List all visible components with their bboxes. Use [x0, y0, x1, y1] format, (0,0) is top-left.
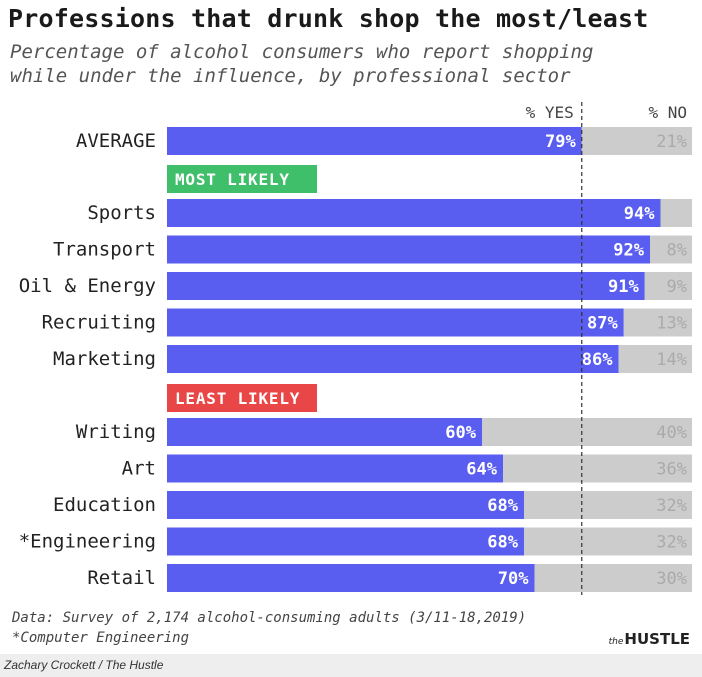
engineering-footnote: *Computer Engineering [12, 630, 190, 646]
most-likely-badge [167, 165, 317, 193]
no-bar-recruiting [623, 308, 692, 337]
yes-value-oil-energy: 91% [608, 277, 639, 297]
author-credit: Zachary Crockett / The Hustle [4, 658, 164, 672]
yes-bar-retail [167, 564, 535, 592]
row-label-recruiting: Recruiting [42, 312, 156, 334]
no-value-average: 21% [656, 132, 687, 152]
no-value-marketing: 14% [656, 350, 687, 370]
yes-column-header: % YES [526, 103, 574, 122]
least-likely-badge [167, 384, 317, 412]
no-value-recruiting: 13% [656, 314, 687, 334]
no-value-engineering: 32% [656, 533, 687, 553]
row-label-engineering: *Engineering [19, 531, 156, 553]
hustle-logo-main: HUSTLE [624, 630, 690, 648]
yes-value-average: 79% [545, 132, 576, 152]
credit-band: Zachary Crockett / The Hustle [0, 654, 702, 677]
yes-value-engineering: 68% [487, 533, 518, 553]
yes-value-recruiting: 87% [587, 314, 618, 334]
no-bar-oil-energy [644, 272, 692, 300]
no-bar-retail [534, 564, 692, 592]
row-label-art: Art [122, 458, 156, 480]
yes-value-education: 68% [487, 496, 518, 516]
row-label-sports: Sports [87, 202, 156, 224]
no-bar-engineering [524, 527, 692, 556]
most-likely-badge-label: MOST LIKELY [175, 170, 290, 189]
chart-title: Professions that drunk shop the most/lea… [8, 4, 649, 33]
no-value-transport: 8% [667, 241, 687, 261]
no-value-retail: 30% [656, 569, 687, 589]
yes-bar-oil-energy [167, 272, 645, 300]
yes-bar-engineering [167, 527, 524, 556]
row-label-oil-energy: Oil & Energy [19, 275, 156, 297]
no-bar-art [503, 454, 692, 483]
no-bar-marketing [618, 345, 692, 373]
yes-bar-recruiting [167, 308, 624, 337]
least-likely-badge-label: LEAST LIKELY [175, 389, 300, 408]
row-label-marketing: Marketing [53, 348, 156, 370]
no-value-writing: 40% [656, 423, 687, 443]
no-value-education: 32% [656, 496, 687, 516]
yes-bar-transport [167, 235, 650, 264]
row-label-writing: Writing [76, 421, 156, 443]
yes-bar-art [167, 454, 503, 483]
data-source-note: Data: Survey of 2,174 alcohol-consuming … [12, 610, 527, 626]
yes-value-sports: 94% [624, 204, 655, 224]
yes-value-writing: 60% [445, 423, 476, 443]
yes-bar-education [167, 491, 524, 519]
no-bar-sports [660, 199, 692, 227]
yes-value-art: 64% [466, 460, 497, 480]
no-bar-writing [482, 418, 692, 446]
row-label-retail: Retail [87, 567, 156, 589]
chart-subtitle-line-1: Percentage of alcohol consumers who repo… [10, 41, 594, 63]
yes-value-marketing: 86% [582, 350, 613, 370]
bar-chart: % YES % NO AVERAGE 79% 21% MOST LIKELY Sports 9… [19, 102, 692, 595]
yes-bar-marketing [167, 345, 619, 373]
no-value-art: 36% [656, 460, 687, 480]
row-label-education: Education [53, 494, 156, 516]
yes-bar-writing [167, 418, 482, 446]
yes-value-retail: 70% [498, 569, 529, 589]
no-bar-average [581, 127, 692, 155]
hustle-logo: theHUSTLE [609, 630, 690, 648]
no-bar-education [524, 491, 692, 519]
yes-value-transport: 92% [613, 241, 644, 261]
no-bar-transport [650, 235, 692, 264]
row-label-average: AVERAGE [76, 130, 156, 152]
row-label-transport: Transport [53, 239, 156, 261]
hustle-logo-the: the [608, 637, 624, 647]
no-value-oil-energy: 9% [667, 277, 687, 297]
chart-subtitle-line-2: while under the influence, by profession… [10, 65, 571, 87]
no-column-header: % NO [648, 103, 687, 122]
yes-bar-average [167, 127, 582, 155]
yes-bar-sports [167, 199, 661, 227]
